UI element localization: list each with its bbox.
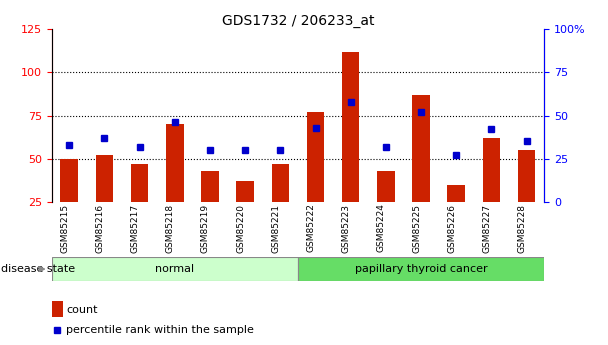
Text: GSM85218: GSM85218 — [166, 204, 175, 253]
Text: GSM85226: GSM85226 — [447, 204, 456, 253]
Bar — [237, 181, 254, 202]
Bar — [95, 155, 113, 202]
Bar — [518, 150, 536, 202]
Text: GSM85224: GSM85224 — [377, 204, 386, 253]
Bar — [52, 257, 298, 281]
Text: normal: normal — [155, 264, 195, 274]
Bar — [483, 138, 500, 202]
Text: disease state: disease state — [1, 264, 75, 274]
Bar — [342, 52, 359, 202]
Bar — [60, 159, 78, 202]
Bar — [201, 171, 219, 202]
Text: GSM85220: GSM85220 — [236, 204, 245, 253]
Bar — [447, 185, 465, 202]
Text: GSM85228: GSM85228 — [517, 204, 527, 253]
Text: GSM85219: GSM85219 — [201, 204, 210, 253]
Text: GSM85217: GSM85217 — [131, 204, 140, 253]
Text: papillary thyroid cancer: papillary thyroid cancer — [354, 264, 488, 274]
Title: GDS1732 / 206233_at: GDS1732 / 206233_at — [222, 14, 374, 28]
Bar — [412, 95, 430, 202]
Text: GSM85223: GSM85223 — [342, 204, 351, 253]
Text: GSM85221: GSM85221 — [271, 204, 280, 253]
Bar — [166, 124, 184, 202]
Text: GSM85215: GSM85215 — [60, 204, 69, 253]
Bar — [272, 164, 289, 202]
Text: GSM85225: GSM85225 — [412, 204, 421, 253]
Bar — [131, 164, 148, 202]
Bar — [306, 112, 324, 202]
Bar — [377, 171, 395, 202]
Text: percentile rank within the sample: percentile rank within the sample — [66, 325, 254, 335]
Bar — [52, 301, 63, 317]
Text: GSM85227: GSM85227 — [482, 204, 491, 253]
Text: GSM85222: GSM85222 — [306, 204, 316, 253]
Text: GSM85216: GSM85216 — [95, 204, 105, 253]
Bar — [298, 257, 544, 281]
Text: count: count — [66, 305, 98, 315]
